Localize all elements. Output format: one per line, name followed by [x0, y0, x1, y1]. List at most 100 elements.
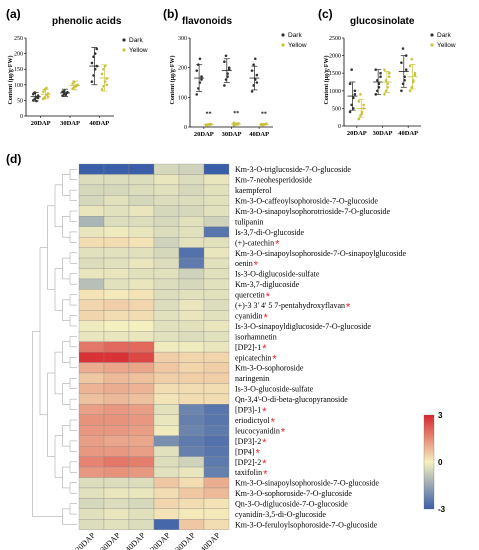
heatmap-cell — [178, 163, 205, 175]
heatmap-row-label: quercetin — [235, 291, 265, 300]
data-point — [359, 114, 362, 117]
heatmap-row-label: Km-3-O-triglucoside-7-O-glucoside — [235, 165, 351, 174]
x-tick-label: 40DAP — [89, 120, 109, 127]
heatmap-cell — [153, 236, 180, 248]
x-tick-label: 40DAP — [249, 131, 269, 138]
x-tick-label: 30DAP — [222, 131, 242, 138]
data-point — [401, 47, 405, 50]
heatmap-row-label: Km-3-O-feruloylsophoroside-7-O-glucoside — [235, 520, 378, 529]
heatmap-cell — [78, 404, 105, 415]
data-point — [105, 77, 109, 80]
heatmap-cell — [153, 456, 180, 468]
heatmap-cell — [203, 425, 230, 436]
significance-star: * — [262, 343, 267, 355]
data-point — [61, 94, 64, 98]
heatmap-cell — [78, 477, 105, 489]
heatmap-cell — [203, 487, 230, 499]
data-point — [41, 97, 45, 101]
data-point — [387, 71, 391, 75]
data-point — [36, 94, 40, 98]
y-tick-label: 2500 — [329, 36, 341, 42]
heatmap-cell — [178, 289, 205, 300]
data-point — [384, 89, 388, 93]
y-tick-label: 300 — [178, 36, 187, 42]
data-point — [404, 68, 408, 71]
heatmap-cell — [153, 195, 180, 206]
data-point — [379, 71, 382, 75]
data-point — [359, 93, 362, 96]
heatmap-cell — [178, 445, 205, 457]
heatmap-column-label: Y_30DAP — [167, 530, 198, 550]
data-point — [403, 75, 406, 79]
panel-d-heatmap: (d) Km-3-O-triglucoside-7-O-glucosideKm-… — [6, 152, 446, 550]
heatmap-cell — [128, 184, 155, 196]
heatmap-cell — [103, 278, 130, 290]
legend-marker — [122, 48, 126, 52]
legend-label: Yellow — [129, 47, 148, 54]
heatmap-cell — [153, 163, 180, 175]
heatmap-cell — [178, 226, 205, 238]
heatmap-cell — [128, 351, 155, 363]
heatmap-cell — [203, 216, 230, 227]
heatmap-cell — [128, 519, 155, 530]
data-point — [351, 107, 355, 110]
data-point — [348, 82, 352, 86]
data-point — [252, 63, 255, 66]
heatmap-cell — [78, 372, 105, 384]
heatmap-cell — [178, 404, 205, 415]
data-point — [261, 123, 265, 126]
data-point — [90, 61, 94, 65]
data-point — [103, 64, 107, 68]
data-point — [264, 122, 268, 126]
data-point — [386, 82, 389, 86]
heatmap-cell — [153, 331, 180, 342]
heatmap-row-label: Km-3-O-sinapoylsophorotrioside-7-O-gluco… — [235, 207, 391, 216]
data-point — [377, 85, 381, 89]
data-point — [64, 93, 68, 97]
data-point — [206, 123, 210, 126]
panel-c-ylabel: Content (μg/g·FW) — [323, 56, 330, 105]
heatmap-cell — [103, 257, 130, 269]
heatmap-cell — [203, 393, 230, 405]
y-tick-label: 500 — [332, 106, 341, 112]
data-point — [376, 78, 379, 82]
heatmap-cell — [128, 404, 155, 415]
heatmap-cell — [128, 247, 155, 259]
heatmap-cell — [178, 393, 205, 405]
data-point — [255, 81, 259, 84]
heatmap-cell — [78, 487, 105, 499]
heatmap-cell — [178, 278, 205, 290]
data-point — [413, 73, 417, 77]
significance-star: * — [264, 312, 269, 324]
x-tick-label: 20DAP — [347, 130, 367, 137]
data-point — [400, 61, 403, 64]
panel-c-scatter: (c) glucosinolate Content (μg/g·FW) 0 500… — [318, 7, 456, 137]
significance-star: * — [266, 291, 271, 303]
data-point — [227, 67, 231, 71]
heatmap-row-label: [DP3]-2 — [235, 437, 261, 446]
heatmap-cell — [128, 310, 155, 321]
data-point — [226, 75, 229, 78]
data-point — [351, 96, 355, 100]
data-point — [95, 47, 99, 51]
significance-star: * — [346, 301, 351, 313]
heatmap-row-labels: Km-3-O-triglucoside-7-O-glucoside Km-7-ne… — [235, 165, 407, 529]
heatmap-cell — [78, 435, 105, 447]
data-point — [72, 80, 76, 83]
x-tick-label: 30DAP — [60, 120, 80, 127]
heatmap-row-label: (+)-3 3' 4' 5 7-pentahydroxyflavan — [235, 301, 345, 310]
heatmap-cell — [178, 477, 205, 489]
heatmap-cell — [78, 445, 105, 457]
heatmap-cell — [78, 236, 105, 248]
panel-a-letter: (a) — [6, 7, 21, 21]
heatmap-cell — [78, 289, 105, 300]
legend-marker — [430, 43, 434, 47]
legend-label: Dark — [288, 32, 302, 39]
data-point — [36, 96, 40, 100]
heatmap-column-label: Y_20DAP — [142, 530, 173, 550]
heatmap-cell — [78, 216, 105, 227]
data-point — [374, 93, 378, 96]
heatmap-cell — [178, 508, 205, 520]
y-tick-label: 1500 — [329, 71, 341, 77]
significance-star: * — [275, 239, 280, 251]
